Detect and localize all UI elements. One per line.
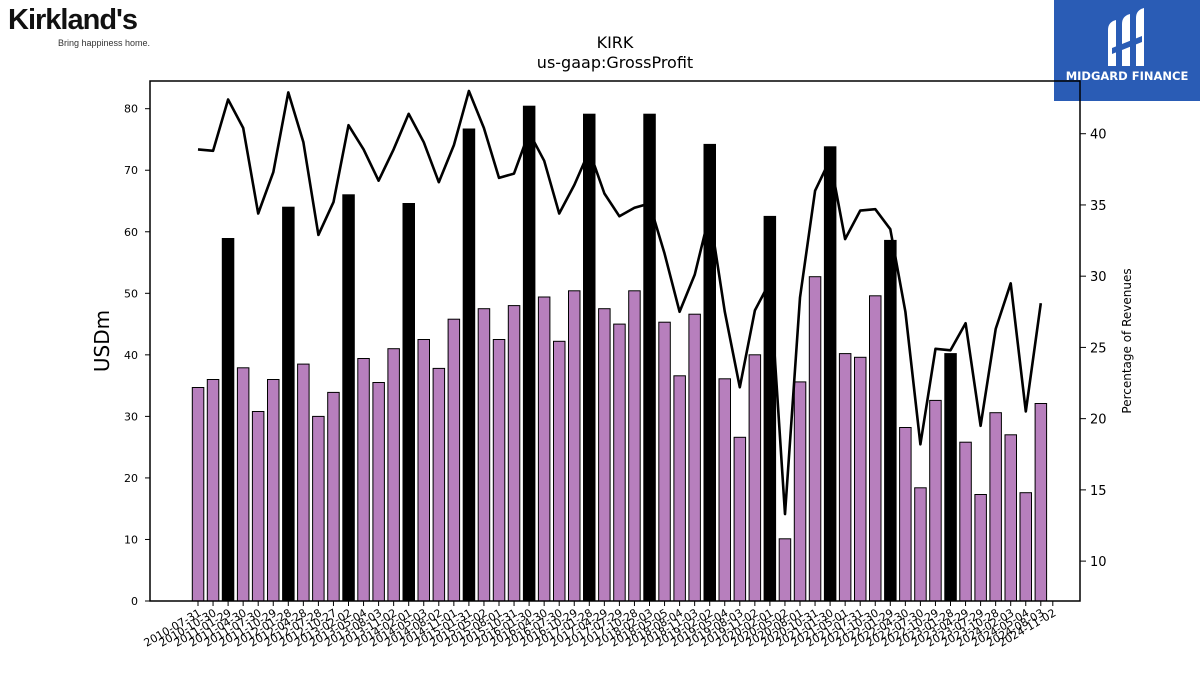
quarter-bar [267, 379, 280, 602]
quarter-bar [492, 339, 506, 602]
y-tick-label: 50 [124, 287, 138, 300]
quarter-bar [613, 323, 626, 602]
y-tick-label: 70 [124, 164, 138, 177]
annual-bar [763, 215, 777, 602]
quarter-bar [297, 363, 310, 602]
quarter-bar [838, 353, 852, 602]
midgard-monogram-icon [1108, 8, 1144, 66]
quarter-bar [688, 313, 701, 602]
y-right-tick-label: 30 [1090, 270, 1107, 285]
y-right-tick-label: 10 [1090, 555, 1107, 570]
quarter-bar [959, 441, 972, 602]
annual-bar [823, 146, 837, 602]
kirklands-logo-wordmark: Kirkland's [8, 4, 138, 36]
quarter-bar [733, 436, 747, 602]
y-axis-right-label: Percentage of Revenues [1120, 268, 1134, 413]
y-tick-label: 80 [124, 103, 138, 116]
quarter-bar [432, 367, 446, 602]
quarter-bar [372, 382, 385, 602]
y-tick-label: 0 [131, 595, 138, 608]
annual-bar [342, 194, 355, 602]
quarter-bar [658, 321, 671, 602]
quarter-bar [447, 318, 461, 602]
midgard-finance-name: MIDGARD FINANCE [1065, 69, 1189, 83]
chart-title: KIRK [597, 33, 634, 52]
y-axis-label: USDm [90, 310, 114, 372]
annual-bar [884, 239, 897, 602]
quarter-bar [914, 487, 927, 602]
quarter-bar [417, 339, 430, 602]
y-right-tick-label: 25 [1090, 341, 1107, 356]
annual-bar [583, 113, 596, 602]
y-tick-label: 40 [124, 349, 138, 362]
quarter-bar [251, 411, 265, 602]
quarter-bar [778, 538, 792, 602]
quarter-bar [1019, 492, 1032, 602]
annual-bar [221, 238, 235, 602]
quarter-bar [808, 276, 822, 602]
plot-frame [149, 80, 1081, 602]
annual-bar [643, 113, 656, 602]
y-tick-label: 10 [124, 533, 138, 546]
annual-bar [462, 128, 476, 602]
quarter-bar [793, 381, 807, 602]
quarter-bar [718, 378, 731, 602]
quarter-bar [673, 375, 686, 602]
y-right-tick-label: 20 [1090, 413, 1107, 428]
y-right-tick-label: 35 [1090, 199, 1107, 214]
quarter-bar [553, 340, 566, 602]
annual-bar [944, 353, 957, 602]
chart-subtitle: us-gaap:GrossProfit [537, 53, 693, 72]
quarter-bar [206, 379, 220, 602]
quarter-bar [191, 387, 205, 602]
midgard-finance-logo: MIDGARD FINANCE [1054, 0, 1200, 101]
quarter-bar [236, 367, 250, 602]
quarter-bar [899, 427, 912, 602]
margin-percentage-line [197, 89, 1043, 516]
quarter-bar [989, 412, 1002, 602]
quarter-bar [312, 415, 325, 602]
quarter-bar [537, 296, 551, 602]
quarter-bar [357, 358, 370, 602]
quarter-bar [387, 348, 400, 602]
quarter-bar [568, 290, 581, 602]
quarter-bar [628, 290, 641, 602]
quarter-bar [929, 399, 942, 602]
quarter-bar [869, 295, 882, 602]
kirklands-logo-tagline: Bring happiness home. [58, 38, 151, 48]
quarter-bar [1034, 403, 1048, 602]
quarter-bar [854, 356, 867, 602]
annual-bar [402, 203, 415, 602]
y-tick-label: 60 [124, 226, 138, 239]
quarter-bar [974, 494, 987, 602]
quarter-bar [477, 308, 491, 602]
y-right-tick-label: 40 [1090, 128, 1107, 143]
y-right-tick-label: 15 [1090, 484, 1107, 499]
quarter-bar [507, 305, 521, 602]
y-tick-label: 30 [124, 410, 138, 423]
y-tick-label: 20 [124, 472, 138, 485]
quarter-bar [598, 308, 611, 602]
annual-bar [282, 206, 295, 602]
annual-bar [522, 105, 536, 602]
kirklands-logo: Kirkland's Bring happiness home. [8, 4, 168, 50]
quarter-bar [327, 391, 340, 602]
quarter-bar [748, 354, 762, 602]
quarter-bar [1004, 434, 1017, 602]
